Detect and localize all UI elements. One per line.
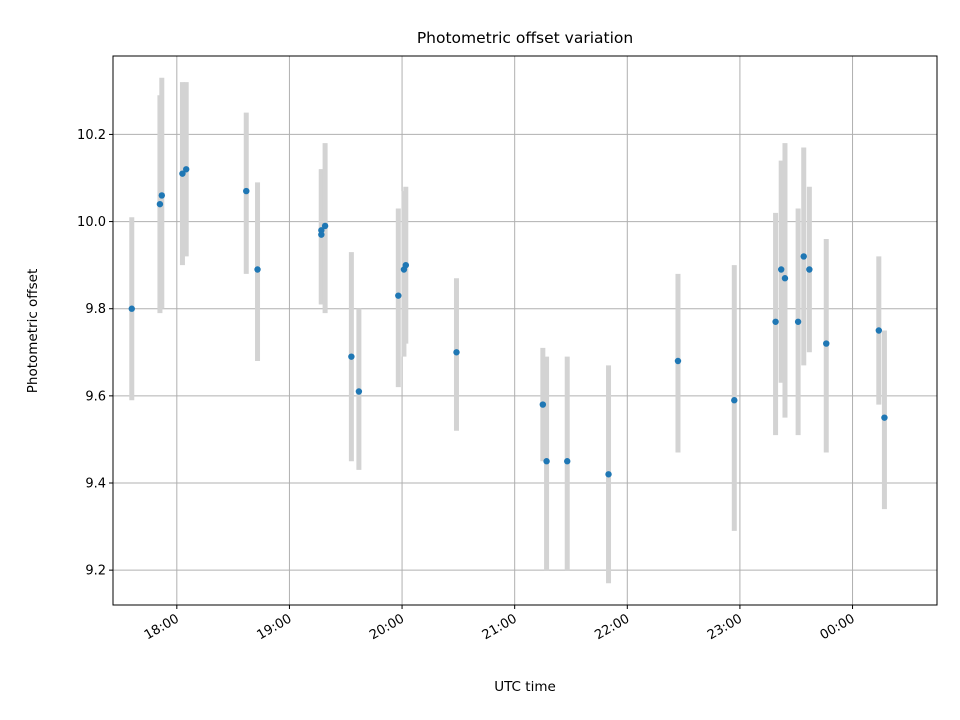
data-point xyxy=(158,192,166,199)
data-point xyxy=(543,458,550,465)
data-point xyxy=(183,166,190,173)
data-point xyxy=(731,397,738,404)
x-axis-label: UTC time xyxy=(494,679,556,695)
data-point xyxy=(243,187,250,195)
y-axis-label: Photometric offset xyxy=(25,269,41,393)
data-point xyxy=(355,388,363,395)
data-point xyxy=(823,340,830,347)
data-point xyxy=(794,318,802,325)
data-point xyxy=(156,200,164,208)
data-point xyxy=(564,458,571,465)
data-point xyxy=(772,318,779,325)
data-points xyxy=(128,166,888,478)
plot-frame xyxy=(112,55,938,606)
data-point xyxy=(128,305,135,312)
data-point xyxy=(875,327,883,334)
data-point xyxy=(539,401,547,408)
data-point xyxy=(778,266,785,273)
data-point xyxy=(453,349,460,356)
data-point xyxy=(318,231,325,238)
data-point xyxy=(605,471,612,478)
y-axis-ticks: 9.2 9.4 9.6 9.8 10.0 10.2 xyxy=(77,128,113,579)
y-tick-label: 9.8 xyxy=(85,302,106,317)
data-point xyxy=(806,266,813,273)
y-tick-label: 9.4 xyxy=(85,477,106,492)
data-point xyxy=(881,414,888,421)
data-point xyxy=(402,261,410,269)
data-point xyxy=(254,266,261,273)
y-tick-label: 10.0 xyxy=(77,215,106,230)
y-tick-label: 10.2 xyxy=(77,128,106,143)
y-tick-label: 9.2 xyxy=(85,564,106,579)
data-point xyxy=(348,353,355,360)
data-point xyxy=(395,292,402,299)
data-point xyxy=(674,357,682,365)
chart-title: Photometric offset variation xyxy=(417,29,633,47)
data-point xyxy=(800,253,807,260)
data-point xyxy=(321,222,329,230)
data-point xyxy=(781,275,789,282)
data-point xyxy=(179,170,186,177)
y-tick-label: 9.6 xyxy=(85,389,106,404)
